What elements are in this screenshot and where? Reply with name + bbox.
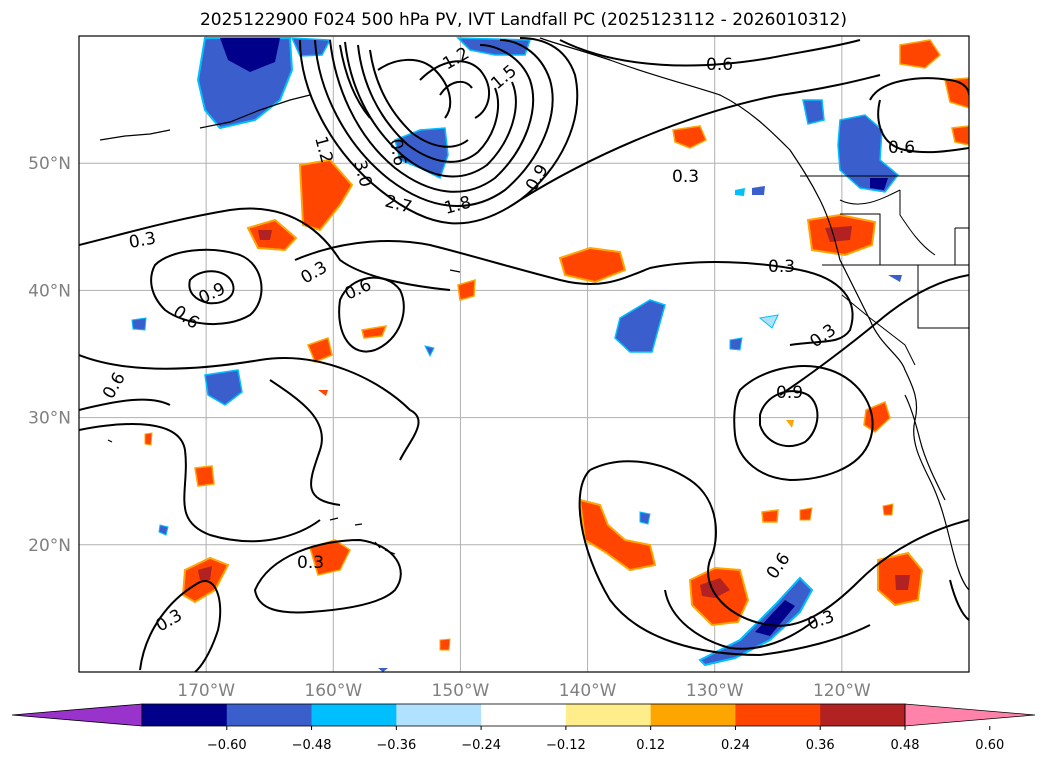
pv-blob: [688, 566, 750, 627]
map-frame: [78, 35, 970, 673]
colorbar-tick-label: 0.24: [721, 738, 750, 753]
lat-label: 30°N: [28, 409, 71, 429]
pv-blob: [558, 246, 627, 284]
pv-blob: [194, 465, 215, 487]
pv-positive-regions: [144, 39, 969, 651]
pv-blob: [378, 668, 388, 672]
contour-label: 0.3: [672, 167, 699, 187]
pv-blob: [298, 158, 354, 232]
pv-blob: [735, 188, 745, 196]
pv-blob: [204, 369, 243, 406]
pv-blob: [639, 511, 651, 525]
pv-blob: [439, 638, 451, 651]
pv-blob: [578, 498, 657, 572]
colorbar-tick-label: 0.12: [636, 738, 665, 753]
colorbar-cell: [820, 704, 906, 726]
colorbar-outline: [141, 703, 906, 727]
pv-blob: [131, 317, 147, 331]
colorbar-cell: [565, 704, 652, 726]
map-title: 2025122900 F024 500 hPa PV, IVT Landfall…: [199, 10, 847, 30]
contour-label: 0.3: [768, 257, 795, 277]
colorbar-cell: [735, 704, 821, 726]
colorbar-tick-label: −0.60: [207, 738, 247, 753]
contour-label: 0.3: [297, 553, 324, 573]
pv-blob: [752, 186, 765, 195]
lon-label: 170°W: [177, 681, 235, 701]
pv-blob: [457, 278, 476, 301]
pv-blob: [198, 566, 212, 580]
lon-label: 130°W: [686, 681, 744, 701]
pv-blob: [700, 578, 730, 598]
contour-label: 0.6: [706, 55, 733, 75]
pv-blob: [899, 39, 941, 69]
pv-blob: [888, 275, 902, 282]
colorbar: −0.60 −0.48 −0.36 −0.24 −0.12 0.12 0.24 0.36 0.4…: [11, 703, 1036, 753]
latitude-labels: 50°N 40°N 30°N 20°N: [28, 154, 71, 556]
colorbar-cell: [396, 704, 482, 726]
pv-blob: [318, 390, 328, 396]
lon-label: 140°W: [559, 681, 617, 701]
pv-blob: [870, 178, 888, 190]
pv-blob: [220, 38, 280, 72]
pv-blob: [802, 99, 825, 125]
borders: [800, 175, 969, 366]
pv-blob: [761, 509, 779, 523]
pv-blob: [309, 539, 351, 576]
ivt-contours: [79, 37, 969, 672]
pv-blob: [755, 600, 795, 636]
pv-blob: [614, 299, 666, 353]
pv-blob: [158, 524, 169, 536]
colorbar-tick-label: −0.48: [292, 738, 332, 753]
contour-label: 0.6: [385, 137, 409, 167]
colorbar-cell: [650, 704, 736, 726]
pv-blob: [424, 345, 435, 358]
colorbar-tick-label: −0.12: [546, 738, 586, 753]
colorbar-cell: [311, 704, 397, 726]
pv-blob: [258, 230, 272, 240]
pv-blob: [361, 325, 388, 339]
pv-blob: [290, 37, 332, 57]
contour-label: 0.9: [776, 383, 803, 403]
colorbar-tick-label: −0.24: [461, 738, 501, 753]
colorbar-tick-label: −0.36: [376, 738, 416, 753]
contour-label: 0.3: [127, 229, 157, 253]
pv-blob: [799, 507, 813, 521]
pv-blob: [882, 503, 894, 516]
colorbar-extend-max: [904, 703, 1036, 727]
colorbar-tick-label: 0.48: [891, 738, 920, 753]
lat-label: 50°N: [28, 154, 71, 174]
pv-blob: [758, 314, 779, 329]
pv-blob: [246, 218, 298, 252]
pv-blob: [729, 337, 743, 351]
lon-label: 120°W: [813, 681, 871, 701]
lon-label: 160°W: [304, 681, 362, 701]
colorbar-extend-min: [11, 703, 143, 727]
coastlines: [99, 37, 969, 591]
colorbar-cell: [226, 704, 313, 726]
colorbar-tick-label: 0.60: [975, 738, 1004, 753]
colorbar-cell: [481, 704, 567, 726]
pv-blob: [951, 125, 969, 146]
lon-label: 150°W: [432, 681, 490, 701]
colorbar-tick-label: 0.36: [806, 738, 835, 753]
pv-blob: [144, 432, 153, 446]
longitude-labels: 170°W 160°W 150°W 140°W 130°W 120°W: [177, 681, 871, 701]
contour-label: 0.6: [888, 138, 915, 158]
pv-blob: [895, 575, 910, 590]
lat-label: 40°N: [28, 281, 71, 301]
pv-blob: [307, 337, 333, 363]
colorbar-cell: [142, 704, 228, 726]
lat-label: 20°N: [28, 536, 71, 556]
pv-blob: [786, 420, 794, 428]
pv-blob: [837, 114, 900, 193]
pv-blob: [672, 125, 707, 149]
